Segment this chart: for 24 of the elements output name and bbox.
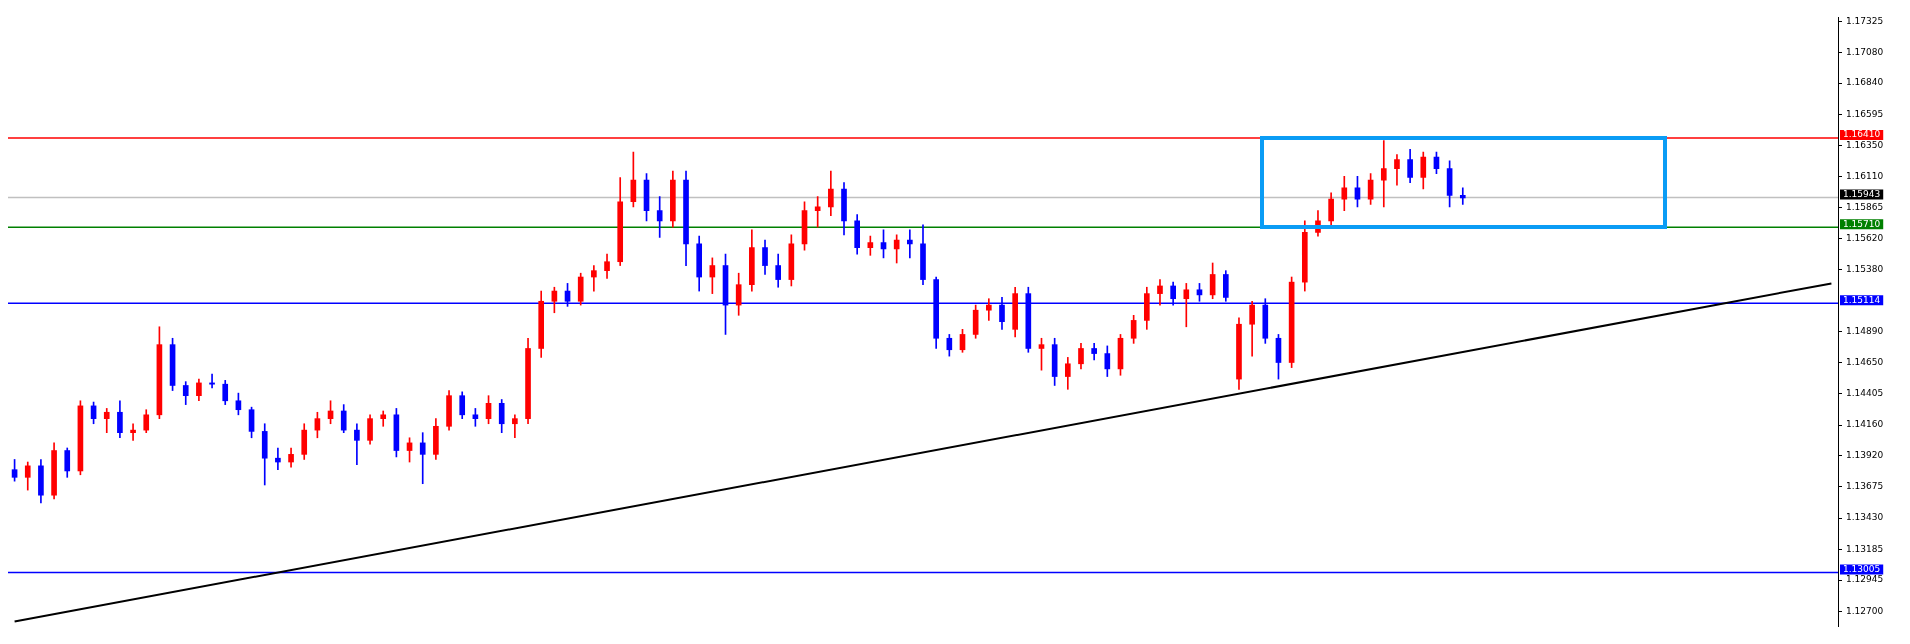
y-tick-label: 1.15380 — [1846, 263, 1884, 274]
y-tick-label: 1.14890 — [1846, 326, 1884, 337]
ref-line-label: 1.15114 — [1843, 294, 1881, 305]
y-tick-label: 1.14650 — [1846, 356, 1884, 367]
y-tick-label: 1.16350 — [1846, 139, 1884, 150]
y-tick-label: 1.13185 — [1846, 543, 1884, 554]
ref-line-label: 1.15710 — [1843, 218, 1881, 229]
y-tick-label: 1.17080 — [1846, 46, 1884, 57]
y-tick-label: 1.13430 — [1846, 512, 1884, 523]
y-tick-label: 1.17325 — [1846, 15, 1884, 26]
y-tick-label: 1.14160 — [1846, 419, 1884, 430]
y-tick-label: 1.13675 — [1846, 481, 1884, 492]
ref-line-label: 1.16410 — [1843, 129, 1881, 140]
y-tick-label: 1.13920 — [1846, 449, 1884, 460]
y-tick-label: 1.16110 — [1846, 170, 1884, 181]
y-tick-label: 1.14405 — [1846, 388, 1884, 399]
y-tick-label: 1.16595 — [1846, 108, 1884, 119]
y-tick-label: 1.12700 — [1846, 605, 1884, 616]
y-tick-label: 1.15620 — [1846, 233, 1884, 244]
ref-line-label: 1.15943 — [1843, 188, 1881, 199]
ref-line-label: 1.13005 — [1843, 563, 1881, 574]
y-tick-label: 1.12945 — [1846, 574, 1884, 585]
y-tick-label: 1.15865 — [1846, 201, 1884, 212]
y-tick-label: 1.16840 — [1846, 77, 1884, 88]
